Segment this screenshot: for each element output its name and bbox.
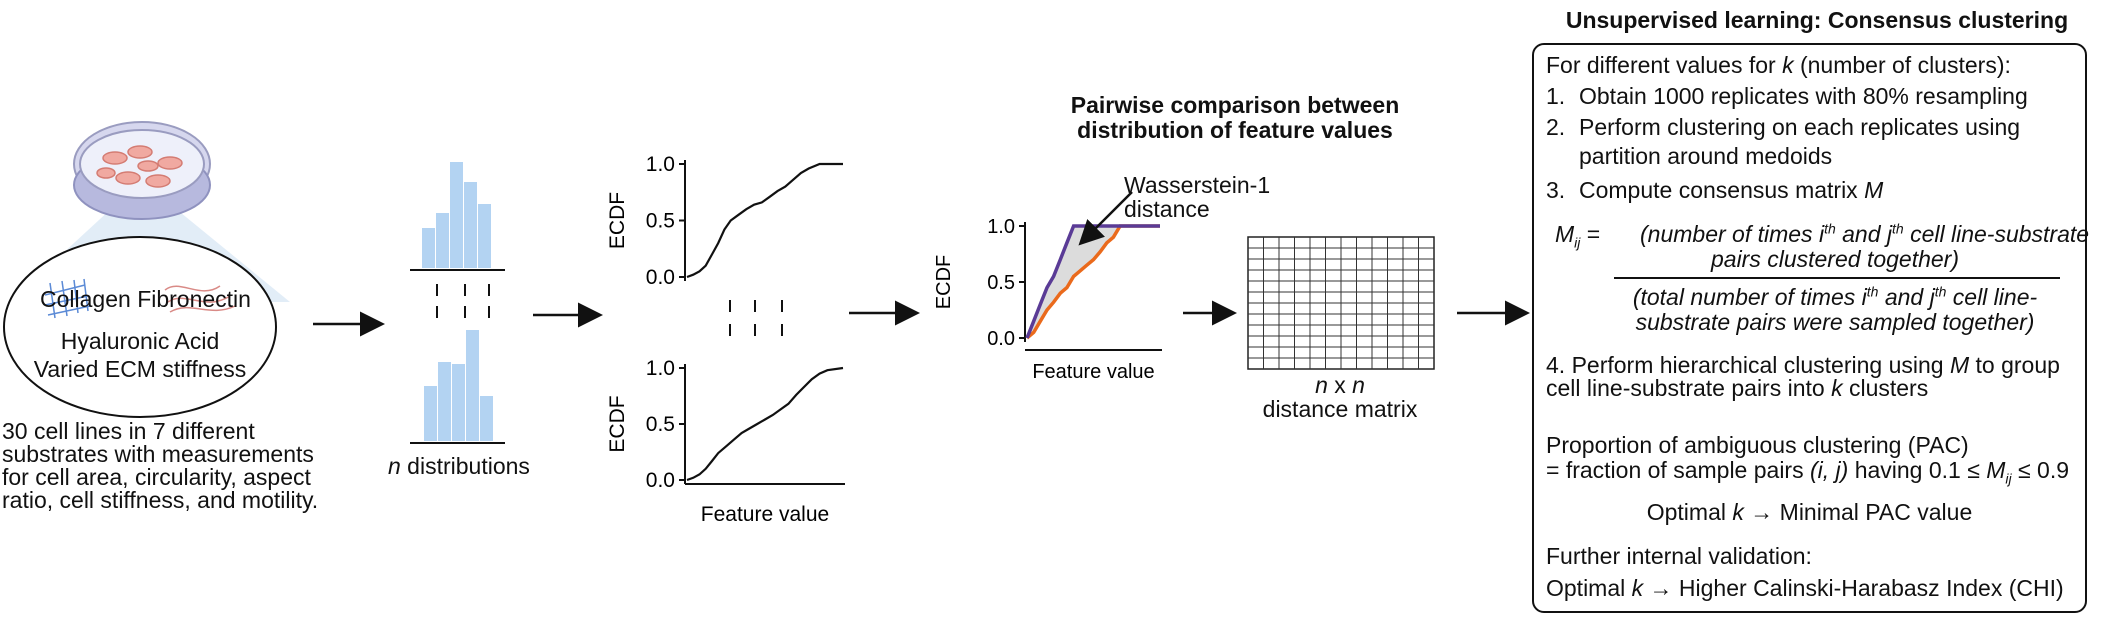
further-validation: Further internal validation: [1546,543,1812,569]
formula-numerator-1: (number of times ith and jth cell line-s… [1640,220,2090,247]
y-tick-label: 1.0 [987,216,1015,238]
x-axis-label: Feature value [701,503,829,526]
clustering-box [1532,43,2087,613]
ellipsis-dashes-1 [436,284,490,318]
clustering-title: Unsupervised learning: Consensus cluster… [1565,7,2069,33]
wasserstein-area [1027,226,1160,338]
optimal-k-pac: Optimal k → Minimal PAC value [1646,499,1973,525]
histogram-top [422,162,491,268]
formula-numerator-2: pairs clustered together) [1710,246,1959,272]
dataset-description-3: for cell area, circularity, aspect [2,464,311,490]
optimal-k-chi: Optimal k → Higher Calinski-Harabasz Ind… [1546,575,2064,601]
distance-matrix-grid [1247,236,1435,370]
fraction-bar [1614,277,2060,279]
annotation-arrow [1078,191,1133,246]
y-tick-label: 0.0 [646,266,675,289]
step-3: 3. Compute consensus matrix M [1546,177,1884,203]
cells [96,145,183,188]
y-tick-label: 0.0 [646,469,675,492]
distributions-text: distributions [400,453,530,479]
ecm-row-1: Collagen Fibronectin [40,286,251,313]
ecdf-plot-bottom: 1.0 0.5 0.0 ECDF Feature value [606,357,845,526]
ecdf-curve [686,162,843,279]
pac-definition-1: Proportion of ambiguous clustering (PAC) [1546,432,1969,458]
hyaluronic-acid-label: Hyaluronic Acid [60,328,220,354]
pairwise-title-2: distribution of feature values [1077,117,1393,143]
step-4-line-1: 4. Perform hierarchical clustering using… [1546,352,2060,378]
pac-definition-2: = fraction of sample pairs (i, j) having… [1546,457,2070,487]
formula-lhs: Mij = [1555,221,1601,251]
orange-ecdf-curve [1025,224,1160,340]
ecm-oval [3,236,277,418]
matrix-label-1: n x n [1315,372,1365,398]
distributions-label: n distributions [388,453,530,480]
step-1: 1. Obtain 1000 replicates with 80% resamp… [1546,83,2028,109]
y-tick-label: 0.0 [987,328,1015,350]
dataset-description-4: ratio, cell stiffness, and motility. [2,487,319,513]
pairwise-title-1: Pairwise comparison between [1070,92,1400,118]
clustering-intro: For different values for k (number of cl… [1546,52,2011,78]
histogram-bottom [424,330,493,441]
y-tick-label: 0.5 [646,210,675,233]
y-axis-label: ECDF [606,395,629,452]
step-4-line-2: cell line-substrate pairs into k cluster… [1546,375,1929,401]
petri-dish-illustration [3,121,290,418]
y-tick-label: 0.5 [987,272,1015,294]
y-axis-label: ECDF [606,192,629,249]
ecdf-plot-top: 1.0 0.5 0.0 ECDF [606,153,843,289]
pairwise-ecdf-plot: 1.0 0.5 0.0 ECDF Feature value [933,191,1162,383]
y-tick-label: 1.0 [646,153,675,176]
y-axis-label: ECDF [933,255,955,309]
matrix-label-2: distance matrix [1262,396,1418,422]
dataset-description-1: 30 cell lines in 7 different [2,418,255,444]
collagen-mesh-icon [44,278,91,319]
y-tick-label: 0.5 [646,413,675,436]
step-2-line-1: 2. Perform clustering on each replicates … [1546,114,2021,140]
collagen-label: Collagen [40,286,131,312]
fibronectin-label: Fibronectin [137,286,251,312]
wasserstein-label-1: Wasserstein-1 [1124,172,1271,198]
ecdf-curve [686,366,844,482]
x-axis-label: Feature value [1032,361,1154,383]
ellipsis-dashes-2 [729,300,783,336]
n-symbol: n [388,453,401,479]
fibronectin-fiber-icon [164,285,236,313]
formula-denominator-1: (total number of times ith and jth cell … [1632,283,2038,310]
y-tick-label: 1.0 [646,357,675,380]
dataset-description-2: substrates with measurements [2,441,314,467]
ecm-stiffness-label: Varied ECM stiffness [33,356,247,382]
formula-denominator-2: substrate pairs were sampled together) [1635,309,2035,335]
wasserstein-label-2: distance [1124,196,1210,222]
step-2-line-2: partition around medoids [1579,143,1833,169]
purple-ecdf-curve [1025,224,1160,339]
